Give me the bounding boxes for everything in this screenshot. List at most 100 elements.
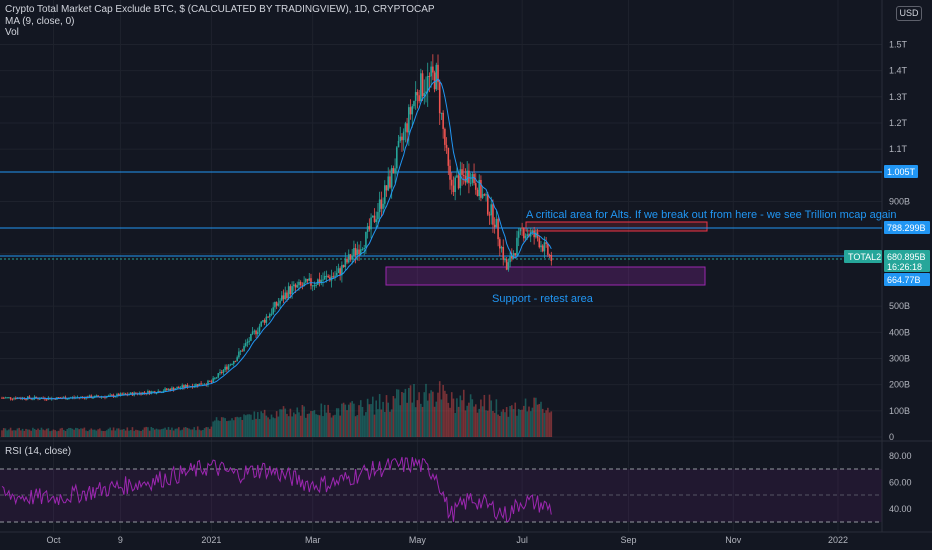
candle-body [531, 230, 534, 232]
candle-body [35, 396, 38, 398]
volume-bar [401, 392, 403, 437]
price-tick-label: 400B [889, 327, 910, 337]
candle-body [219, 371, 221, 374]
volume-bar [18, 427, 20, 437]
volume-bar [275, 411, 278, 437]
volume-bar [399, 405, 402, 437]
volume-bar [188, 428, 190, 437]
volume-bar [152, 427, 154, 437]
ma-indicator-label[interactable]: MA (9, close, 0) [5, 15, 75, 27]
candle-body [143, 392, 146, 394]
volume-bar [255, 418, 257, 437]
candle-body [541, 245, 544, 252]
volume-bar [351, 401, 353, 437]
candle-body [512, 253, 515, 259]
volume-bar [416, 400, 419, 437]
time-axis[interactable]: Oct 9 2021 Mar May Jul Sep Nov 2022 [46, 535, 847, 545]
volume-bar [538, 403, 541, 437]
time-tick-label: May [409, 535, 427, 545]
candle-body [426, 75, 429, 92]
candle-body [327, 275, 329, 278]
annotation-resistance[interactable]: A critical area for Alts. If we break ou… [526, 209, 897, 221]
volume-bar [478, 408, 481, 437]
rsi-tick-label: 40.00 [889, 504, 912, 514]
candle-body [420, 73, 422, 102]
volume-bar [20, 430, 22, 437]
volume-bar [274, 418, 276, 437]
volume-bar [190, 429, 192, 437]
volume-bar [42, 429, 44, 437]
candle-body [377, 212, 379, 220]
candle-body [339, 268, 341, 276]
volume-bar [354, 416, 357, 437]
candle-body [416, 92, 419, 96]
candle-body [447, 147, 450, 166]
volume-bar [306, 413, 309, 437]
candle-body [366, 226, 369, 232]
volume-bar [392, 396, 395, 437]
volume-bar [365, 412, 367, 437]
volume-bar [181, 429, 184, 437]
resistance-zone[interactable] [525, 221, 708, 232]
volume-bar [358, 405, 360, 437]
volume-bar [404, 388, 407, 437]
volume-bar [150, 427, 153, 437]
volume-bar [449, 407, 451, 437]
candle-body [238, 351, 240, 358]
volume-bar [425, 383, 427, 437]
rsi-axis[interactable]: 80.00 60.00 40.00 [889, 451, 912, 514]
candle-body [430, 66, 432, 77]
candle-body [368, 226, 371, 230]
volume-bar [222, 417, 225, 437]
volume-bar [114, 430, 117, 437]
rsi-indicator-label[interactable]: RSI (14, close) [5, 446, 72, 457]
candle-body [517, 231, 520, 238]
support-zone[interactable] [385, 266, 706, 286]
candle-body [349, 254, 352, 260]
volume-bar [310, 411, 312, 437]
volume-bar [212, 421, 214, 437]
volume-bar [80, 428, 82, 437]
volume-bar [502, 409, 505, 437]
volume-bar [176, 428, 178, 437]
candle-body [179, 387, 182, 389]
volume-bar [473, 406, 475, 437]
price-axis[interactable]: 1.5T1.4T1.3T1.2T1.1T900B700B500B400B300B… [889, 39, 910, 442]
candle-body [253, 330, 256, 332]
volume-bar [456, 398, 458, 437]
volume-bar [138, 430, 141, 437]
volume-bar [131, 427, 134, 437]
price-tick-label: 1.3T [889, 92, 908, 102]
volume-bar [533, 397, 535, 437]
volume-bar [293, 412, 295, 437]
annotation-support[interactable]: Support - retest area [492, 293, 594, 305]
candle-body [234, 361, 237, 363]
candle-body [181, 385, 184, 388]
price-tick-label: 500B [889, 301, 910, 311]
volume-bar [196, 426, 199, 437]
volume-bar [23, 430, 26, 437]
candle-body [184, 384, 187, 388]
volume-bar [390, 409, 393, 437]
volume-bar [315, 414, 317, 437]
volume-bar [277, 416, 280, 437]
chart-title[interactable]: Crypto Total Market Cap Exclude BTC, $ (… [5, 4, 435, 15]
candle-body [287, 286, 290, 298]
volume-bar [143, 427, 146, 437]
volume-bar [481, 406, 484, 437]
volume-bar [111, 430, 113, 437]
volume-bar [105, 430, 108, 437]
volume-bar [368, 404, 371, 437]
volume-bar [248, 414, 250, 437]
chart-legend[interactable]: Crypto Total Market Cap Exclude BTC, $ (… [5, 4, 435, 39]
candle-body [469, 182, 472, 184]
candle-body [432, 66, 434, 73]
volume-indicator-label[interactable]: Vol [5, 27, 19, 38]
candle-body [227, 365, 230, 370]
candle-body [45, 399, 48, 401]
candle-body [123, 393, 125, 395]
volume-bar [202, 429, 204, 437]
volume-bar [344, 404, 347, 437]
currency-badge[interactable]: USD [896, 6, 922, 21]
